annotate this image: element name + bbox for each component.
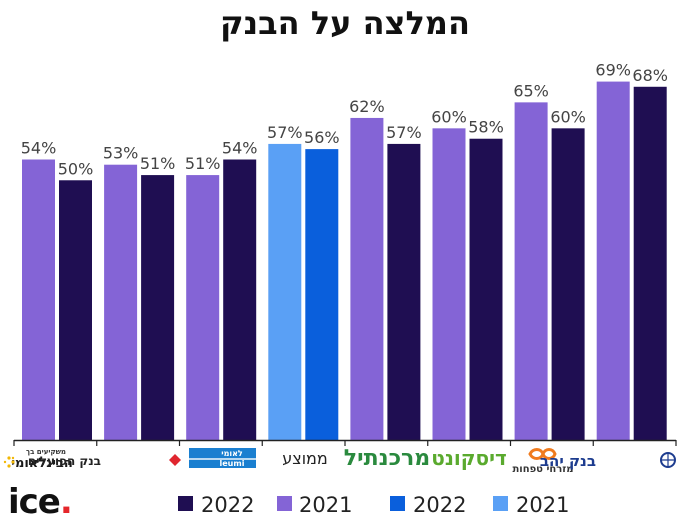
mizrahi-name: מזרחי טפחות xyxy=(512,464,573,475)
bar-2022-discount xyxy=(469,138,503,440)
bar-2022-mizrahi xyxy=(551,128,585,441)
value-label-2021-mizrahi: 65% xyxy=(513,81,549,100)
intl-dots-icon xyxy=(3,456,15,468)
legend-swatch-2021-main xyxy=(277,496,292,511)
bar-2021-intl xyxy=(22,159,55,440)
category-label-average: ממוצע xyxy=(282,449,328,468)
value-label-2022-mizrahi: 60% xyxy=(550,107,586,126)
value-label-2021-leumi: 51% xyxy=(185,154,221,173)
intl-name: הבינלאומי xyxy=(11,456,73,471)
bar-2022-intl xyxy=(59,180,92,440)
category-label-intl: משקיעים בך הבינלאומי xyxy=(3,448,73,471)
category-label-discount: דיסקונט xyxy=(431,446,506,470)
legend-item-2022-main: 2022 xyxy=(178,493,254,517)
bar-2022-leumi xyxy=(223,159,257,440)
bar-2021-mizrahi xyxy=(514,102,548,440)
legend-label-2022-main: 2022 xyxy=(201,493,254,517)
bar-2021-average xyxy=(268,143,302,440)
value-label-2021-mercantile: 62% xyxy=(349,97,385,116)
value-label-2022-average: 56% xyxy=(304,128,340,147)
bar-2021-discount xyxy=(432,128,466,441)
legend-label-2021-main: 2021 xyxy=(299,493,352,517)
ice-logo: ice. xyxy=(8,482,73,522)
value-label-2022-leumi: 54% xyxy=(222,139,258,158)
chart-title: המלצה על הבנק xyxy=(220,4,470,42)
bar-2022-hapoalim xyxy=(141,175,175,441)
x-axis-ticks xyxy=(13,440,677,446)
value-label-2022-mercantile: 57% xyxy=(386,123,422,142)
category-label-mizrahi: מזרחי טפחות xyxy=(512,448,574,475)
bar-2021-leumi xyxy=(186,175,220,441)
bar-2022-mercantile xyxy=(387,143,421,440)
category-label-hapoalim: בנק הפועלים xyxy=(28,454,181,468)
category-label-leumi: לאומי leumi xyxy=(189,448,256,468)
legend-item-2022-average: 2022 xyxy=(390,493,466,517)
value-label-2021-average: 57% xyxy=(267,123,303,142)
value-label-2022-intl: 50% xyxy=(58,159,94,178)
yahav-name: בנק יהב xyxy=(540,452,596,470)
legend: 2022 2021 2022 2021 xyxy=(178,493,569,517)
value-label-2021-intl: 54% xyxy=(21,139,57,158)
legend-label-2021-average: 2021 xyxy=(516,493,569,517)
bar-2021-hapoalim xyxy=(104,164,138,440)
category-label-mercantile: מרכנתיל xyxy=(344,446,430,471)
legend-label-2022-average: 2022 xyxy=(413,493,466,517)
legend-swatch-2021-average xyxy=(493,496,508,511)
mizrahi-infinity-icon xyxy=(528,448,557,460)
value-label-2022-discount: 58% xyxy=(468,118,504,137)
leumi-name-en: leumi xyxy=(220,459,245,468)
hapoalim-diamond-icon xyxy=(169,454,181,466)
category-label-yahav: בנק יהב xyxy=(540,452,676,470)
value-label-2021-yahav: 69% xyxy=(595,61,631,80)
value-label-2021-discount: 60% xyxy=(431,107,467,126)
bars-layer xyxy=(22,81,667,441)
legend-swatch-2022-average xyxy=(390,496,405,511)
leumi-name-he: לאומי xyxy=(221,449,243,458)
value-labels-layer: 54%50%53%51% 51%54%57% 56%62%57%60%58%65%6… xyxy=(21,61,668,179)
legend-item-2021-average: 2021 xyxy=(493,493,569,517)
bar-2021-mercantile xyxy=(350,117,384,440)
value-label-2022-yahav: 68% xyxy=(632,66,668,85)
value-label-2021-hapoalim: 53% xyxy=(103,144,139,163)
legend-swatch-2022-main xyxy=(178,496,193,511)
value-label-2022-hapoalim: 51% xyxy=(140,154,176,173)
legend-item-2021-main: 2021 xyxy=(277,493,352,517)
bar-2022-yahav xyxy=(633,86,667,441)
intl-tagline: משקיעים בך xyxy=(26,448,66,456)
bar-2021-yahav xyxy=(596,81,630,440)
hapoalim-name: בנק הפועלים xyxy=(28,454,101,468)
bar-2022-average xyxy=(305,149,339,440)
